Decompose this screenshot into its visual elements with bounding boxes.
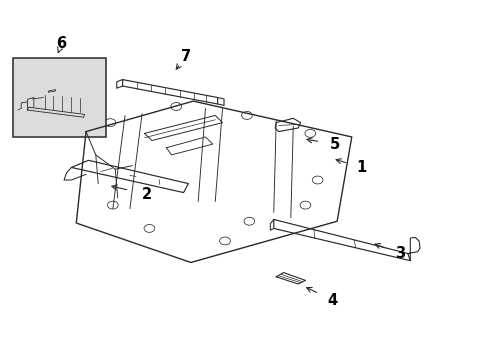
Text: 5: 5: [329, 137, 339, 152]
Text: 1: 1: [356, 160, 366, 175]
Text: 7: 7: [181, 49, 191, 64]
Text: 6: 6: [57, 36, 66, 51]
Bar: [13, 58, 105, 137]
Text: 3: 3: [395, 246, 405, 261]
Text: 2: 2: [142, 187, 152, 202]
Text: 4: 4: [326, 293, 337, 308]
